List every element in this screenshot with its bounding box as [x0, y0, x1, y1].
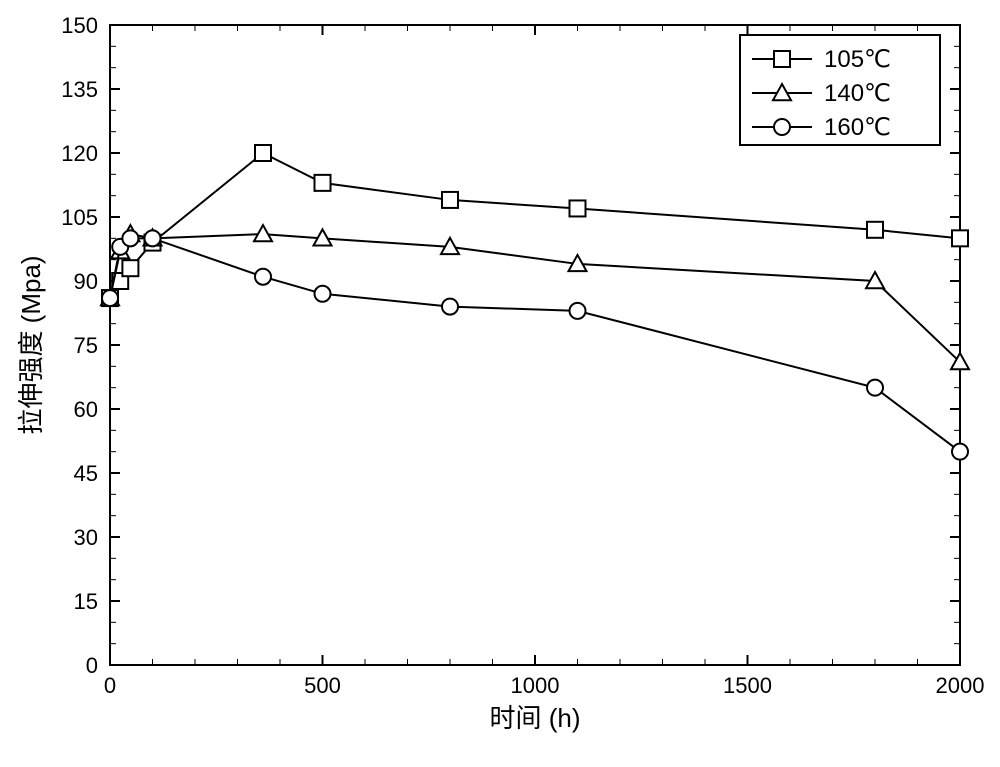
svg-text:15: 15	[74, 589, 98, 614]
svg-text:105℃: 105℃	[824, 46, 891, 73]
svg-text:120: 120	[61, 141, 98, 166]
svg-text:135: 135	[61, 77, 98, 102]
svg-text:0: 0	[104, 673, 116, 698]
svg-text:160℃: 160℃	[824, 114, 891, 141]
svg-text:105: 105	[61, 205, 98, 230]
svg-text:1500: 1500	[723, 673, 772, 698]
svg-text:500: 500	[304, 673, 341, 698]
svg-text:1000: 1000	[511, 673, 560, 698]
svg-text:拉伸强度 (Mpa): 拉伸强度 (Mpa)	[16, 255, 46, 434]
svg-text:150: 150	[61, 13, 98, 38]
line-chart: 0 500 1000 1500 2000 0 15 30 45 60 75 90 105 120 135 15…	[0, 0, 1000, 767]
svg-text:2000: 2000	[936, 673, 985, 698]
svg-text:0: 0	[86, 653, 98, 678]
svg-text:140℃: 140℃	[824, 80, 891, 107]
svg-text:60: 60	[74, 397, 98, 422]
chart-container: 0 500 1000 1500 2000 0 15 30 45 60 75 90 105 120 135 15…	[0, 0, 1000, 767]
svg-text:75: 75	[74, 333, 98, 358]
svg-text:90: 90	[74, 269, 98, 294]
svg-text:30: 30	[74, 525, 98, 550]
svg-text:时间 (h): 时间 (h)	[489, 703, 580, 733]
svg-text:45: 45	[74, 461, 98, 486]
